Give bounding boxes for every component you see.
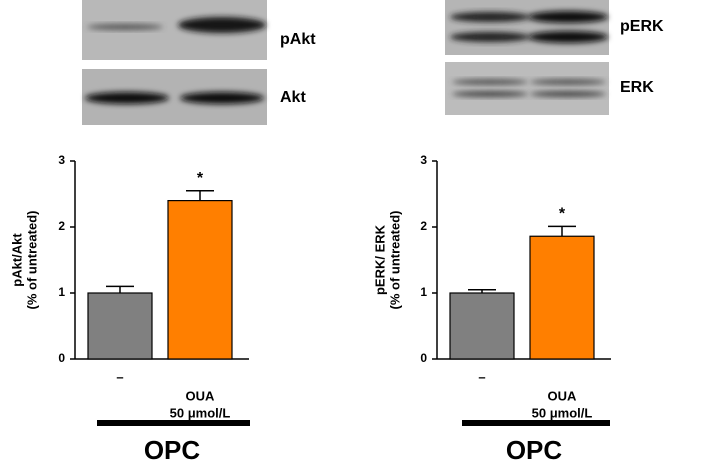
- y-tick-label: 3: [420, 153, 427, 167]
- group-bar: [97, 420, 250, 426]
- blot-pakt: [82, 0, 267, 60]
- blot-perk: [445, 0, 609, 55]
- blot-label: pAkt: [280, 31, 316, 48]
- blot-label: pERK: [620, 18, 664, 35]
- y-axis-label: (% of untreated): [387, 211, 402, 310]
- x-tick-label: OUA: [186, 388, 216, 403]
- y-tick-label: 2: [58, 219, 65, 233]
- y-axis-label: pAkt/Akt: [9, 233, 24, 287]
- blot-label: ERK: [620, 79, 654, 96]
- significance-marker: *: [559, 206, 566, 223]
- y-axis-label: (% of untreated): [24, 211, 39, 310]
- significance-marker: *: [197, 170, 204, 187]
- y-tick-label: 1: [420, 285, 427, 299]
- x-tick-label: –: [116, 369, 123, 384]
- x-tick-label: –: [478, 369, 485, 384]
- blot-erk: [445, 62, 609, 115]
- blot-label: Akt: [280, 89, 306, 106]
- x-tick-label: 50 μmol/L: [170, 405, 231, 420]
- y-tick-label: 2: [420, 219, 427, 233]
- y-tick-label: 0: [420, 351, 427, 365]
- y-tick-label: 3: [58, 153, 65, 167]
- x-tick-label: OUA: [548, 388, 578, 403]
- bar: [87, 292, 153, 360]
- y-axis-label: pERK/ ERK: [372, 224, 387, 295]
- y-tick-label: 0: [58, 351, 65, 365]
- group-bar: [462, 420, 610, 426]
- group-label: OPC: [506, 435, 563, 465]
- group-label: OPC: [144, 435, 201, 465]
- bar: [529, 235, 595, 360]
- bar: [449, 292, 515, 360]
- y-tick-label: 1: [58, 285, 65, 299]
- x-tick-label: 50 μmol/L: [532, 405, 593, 420]
- blot-akt: [82, 69, 267, 125]
- bar: [167, 200, 233, 360]
